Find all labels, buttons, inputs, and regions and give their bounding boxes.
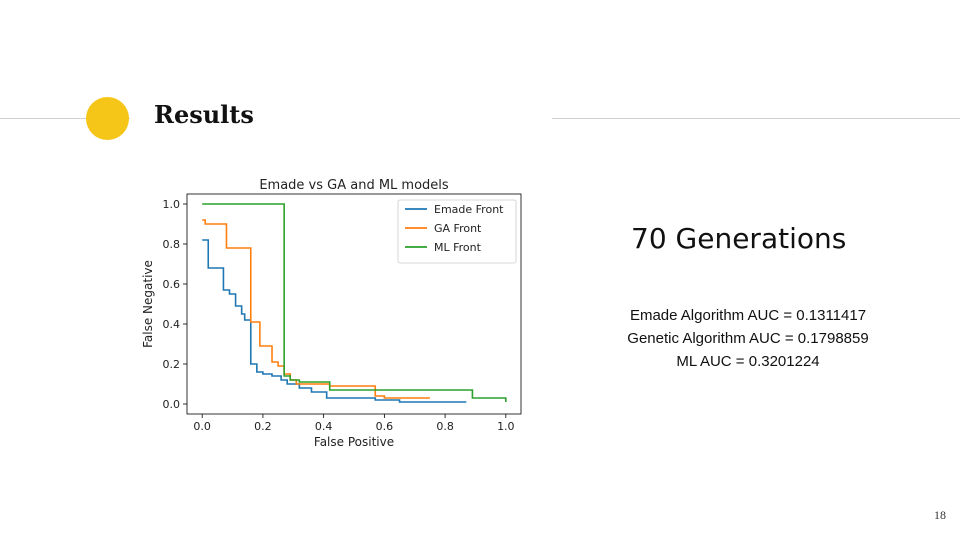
y-axis-label: False Negative xyxy=(141,260,155,348)
header-rule-right xyxy=(552,118,960,119)
page-number: 18 xyxy=(934,508,946,522)
x-tick-label: 0.6 xyxy=(376,420,394,433)
y-tick-label: 1.0 xyxy=(163,198,181,211)
x-tick-label: 1.0 xyxy=(497,420,515,433)
series-line-ml-front xyxy=(202,203,507,402)
legend-label: ML Front xyxy=(434,241,482,254)
header-rule-left xyxy=(0,118,130,119)
legend-label: Emade Front xyxy=(434,203,504,216)
y-tick-label: 0.2 xyxy=(163,358,181,371)
x-tick-label: 0.0 xyxy=(193,420,211,433)
generations-label: 70 Generations xyxy=(631,222,847,255)
y-tick-label: 0.6 xyxy=(163,278,181,291)
y-tick-label: 0.8 xyxy=(163,238,181,251)
ga-auc: Genetic Algorithm AUC = 0.1798859 xyxy=(627,330,869,347)
slide-title: Results xyxy=(154,100,254,129)
x-axis-label: False Positive xyxy=(314,435,394,449)
y-tick-label: 0.0 xyxy=(163,398,181,411)
accent-dot xyxy=(86,97,129,140)
x-tick-label: 0.8 xyxy=(436,420,454,433)
series-line-ga-front xyxy=(202,219,430,399)
legend-box xyxy=(397,199,517,264)
y-tick-label: 0.4 xyxy=(163,318,181,331)
series-line-emade-front xyxy=(202,239,467,403)
chart-title: Emade vs GA and ML models xyxy=(259,178,449,193)
plot-frame xyxy=(186,193,522,415)
legend-label: GA Front xyxy=(434,222,482,235)
x-tick-label: 0.2 xyxy=(254,420,272,433)
ml-auc: ML AUC = 0.3201224 xyxy=(676,353,820,370)
x-tick-label: 0.4 xyxy=(315,420,333,433)
chart: Emade vs GA and ML models False Positive… xyxy=(141,178,522,449)
emade-auc: Emade Algorithm AUC = 0.1311417 xyxy=(629,307,867,324)
